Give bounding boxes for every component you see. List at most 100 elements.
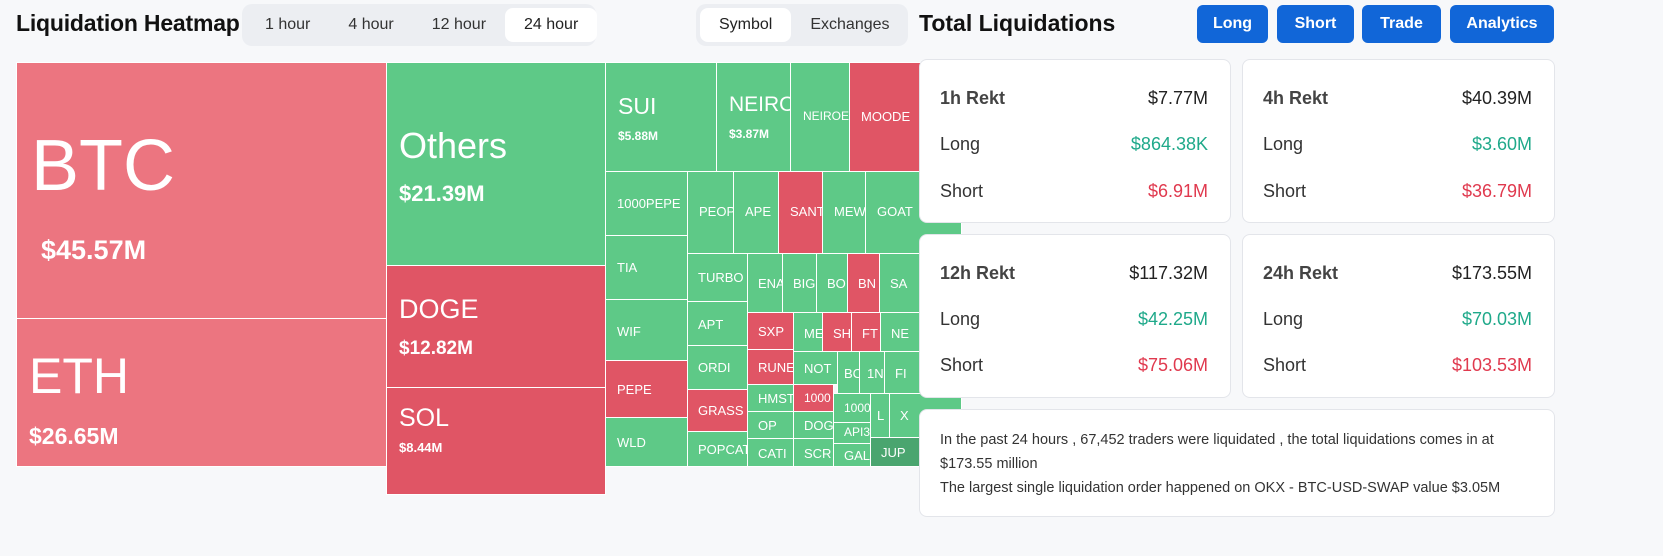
- tile-symbol: SOL: [399, 404, 450, 432]
- tile-neiro[interactable]: NEIRO $3.87M: [716, 62, 791, 172]
- tile-1000b[interactable]: 1000: [833, 393, 871, 423]
- tab-exchanges[interactable]: Exchanges: [810, 16, 890, 33]
- analytics-button[interactable]: Analytics: [1450, 5, 1554, 43]
- tile-symbol: SUI: [618, 93, 657, 119]
- tile-1n[interactable]: 1N: [859, 351, 885, 394]
- short-button[interactable]: Short: [1277, 5, 1354, 43]
- tab-1-hour[interactable]: 1 hour: [265, 16, 311, 33]
- tile-op[interactable]: OP: [747, 411, 794, 439]
- card-total: $7.77M: [1147, 88, 1208, 108]
- heatmap-title: Liquidation Heatmap: [16, 10, 240, 36]
- tile-symbol: POPCAT: [698, 442, 748, 457]
- tile-symbol: SCR: [804, 446, 832, 461]
- tile-symbol: NEIROE: [803, 109, 850, 123]
- tile-symbol: FI: [895, 366, 907, 381]
- long-label: Long: [940, 309, 981, 329]
- tile-symbol: X: [900, 408, 909, 423]
- tile-peop[interactable]: PEOP: [687, 171, 734, 254]
- tile-sui[interactable]: SUI $5.88M: [605, 62, 717, 172]
- tile-symbol: 1000PEPE: [617, 196, 681, 211]
- tile-doge[interactable]: DOGE $12.82M: [386, 265, 606, 388]
- tile-symbol: MEW: [834, 204, 866, 219]
- tile-wld[interactable]: WLD: [605, 417, 688, 467]
- tile-1000pepe[interactable]: 1000PEPE: [605, 171, 688, 236]
- long-value: $70.03M: [1461, 309, 1532, 329]
- tab-4-hour[interactable]: 4 hour: [348, 16, 394, 33]
- tile-symbol: NOT: [804, 361, 832, 376]
- card-label: 24h Rekt: [1263, 263, 1339, 283]
- tile-symbol: TURBO: [698, 270, 744, 285]
- tile-api3[interactable]: API3: [833, 422, 871, 444]
- tile-symbol: SH: [833, 326, 852, 341]
- tile-symbol: ENA: [758, 276, 783, 291]
- tile-symbol: WLD: [617, 435, 646, 450]
- tile-symbol: TIA: [617, 260, 638, 275]
- trade-button[interactable]: Trade: [1362, 5, 1441, 43]
- tile-bn[interactable]: BN: [847, 253, 880, 313]
- tile-symbol: CATI: [758, 446, 787, 461]
- tile-big[interactable]: BIG: [782, 253, 817, 313]
- tile-not[interactable]: NOT: [793, 351, 838, 385]
- long-button[interactable]: Long: [1197, 5, 1268, 43]
- tile-btc[interactable]: BTC $45.57M: [16, 62, 387, 319]
- tile-value: $45.57M: [41, 235, 147, 265]
- tile-symbol: APE: [745, 204, 772, 219]
- tile-bo[interactable]: BO: [816, 253, 848, 313]
- tab-24-hour[interactable]: 24 hour: [505, 8, 598, 42]
- tile-cati[interactable]: CATI: [747, 438, 794, 467]
- tile-tia[interactable]: TIA: [605, 235, 688, 300]
- tile-pepe[interactable]: PEPE: [605, 360, 688, 418]
- tile-symbol: DOGE: [399, 294, 479, 324]
- tile-dog[interactable]: DOG: [793, 411, 834, 439]
- tile-eth[interactable]: ETH $26.65M: [16, 318, 387, 467]
- tile-symbol: SA: [890, 276, 908, 291]
- tile-bc[interactable]: BC: [837, 351, 860, 394]
- short-value: $36.79M: [1461, 181, 1532, 201]
- tile-symbol: L: [877, 408, 885, 423]
- tile-scr[interactable]: SCR: [793, 438, 834, 467]
- tab-12-hour[interactable]: 12 hour: [431, 16, 487, 33]
- tile-symbol: BIG: [793, 276, 816, 291]
- tile-value: $8.44M: [399, 440, 443, 455]
- tile-wif[interactable]: WIF: [605, 299, 688, 361]
- tile-popcat[interactable]: POPCAT: [687, 431, 748, 467]
- tile-gal[interactable]: GAL: [833, 443, 871, 467]
- tile-sxp[interactable]: SXP: [747, 312, 794, 350]
- short-label: Short: [1263, 181, 1307, 201]
- tile-rune[interactable]: RUNE: [747, 349, 794, 385]
- tile-hmst[interactable]: HMST: [747, 384, 794, 412]
- tile-mew[interactable]: MEW: [822, 171, 866, 254]
- tile-l[interactable]: L: [870, 393, 890, 438]
- tile-symbol: NEIRO: [729, 93, 791, 116]
- tile-symbol: ETH: [29, 348, 129, 404]
- tile-me[interactable]: ME: [793, 312, 823, 352]
- tile-sol[interactable]: SOL $8.44M: [386, 387, 606, 495]
- tile-symbol: 1000: [804, 391, 831, 405]
- tile-symbol: GOAT: [877, 204, 913, 219]
- tile-symbol: BC: [844, 366, 859, 381]
- tile-ape[interactable]: APE: [733, 171, 779, 254]
- tile-value: $21.39M: [399, 181, 485, 206]
- card-total: $173.55M: [1451, 263, 1532, 283]
- tile-others[interactable]: Others $21.39M: [386, 62, 606, 266]
- tile-1000a[interactable]: 1000: [793, 384, 834, 412]
- tile-symbol: BN: [858, 276, 877, 291]
- tile-ena[interactable]: ENA: [747, 253, 783, 313]
- tile-sh[interactable]: SH: [822, 312, 852, 352]
- tile-symbol: ME: [804, 326, 823, 341]
- tile-symbol: API3: [844, 425, 871, 439]
- tile-symbol: APT: [698, 317, 724, 332]
- long-value: $864.38K: [1130, 134, 1208, 154]
- tile-apt[interactable]: APT: [687, 301, 748, 346]
- tile-neiroe[interactable]: NEIROE: [790, 62, 850, 172]
- long-label: Long: [1263, 309, 1304, 329]
- card-total: $117.32M: [1129, 263, 1208, 283]
- tile-ordi[interactable]: ORDI: [687, 345, 748, 390]
- tile-turbo[interactable]: TURBO: [687, 253, 748, 302]
- tile-symbol: SANT: [790, 204, 823, 219]
- tab-symbol[interactable]: Symbol: [700, 8, 792, 42]
- tile-grass[interactable]: GRASS: [687, 389, 748, 432]
- tile-sant[interactable]: SANT: [778, 171, 823, 254]
- liquidation-treemap: BTC $45.57M ETH $26.65M Others $21.39M D…: [16, 62, 962, 495]
- tile-ft[interactable]: FT: [851, 312, 881, 352]
